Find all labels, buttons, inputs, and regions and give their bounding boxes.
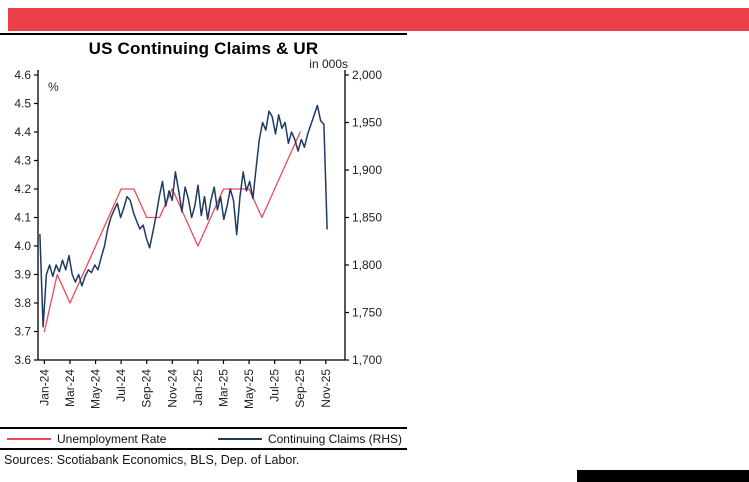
legend-item-unemployment-rate: Unemployment Rate xyxy=(7,432,166,446)
unemployment-rate-line-swatch xyxy=(7,437,51,440)
x-axis-tick-label: Jul-24 xyxy=(114,369,128,402)
right-axis-units-label: in 000s xyxy=(309,57,348,71)
left-axis-tick-label: 4.6 xyxy=(14,68,31,82)
continuing-claims-line xyxy=(39,104,328,328)
legend-label-unemployment-rate: Unemployment Rate xyxy=(57,431,167,446)
continuing-claims-line-swatch xyxy=(217,437,262,440)
x-axis-tick-label: May-24 xyxy=(89,369,103,409)
right-axis-tick-label: 1,700 xyxy=(352,353,382,367)
left-axis-tick-label: 4.1 xyxy=(14,211,31,225)
left-axis-tick-label: 3.6 xyxy=(14,353,31,367)
left-axis-tick-label: 4.3 xyxy=(14,154,31,168)
left-axis-tick-label: 4.0 xyxy=(14,239,31,253)
header-rule xyxy=(0,33,407,35)
right-axis-tick-label: 1,850 xyxy=(352,211,382,225)
line-chart: 4.6 4.5 4.4 4.3 4.2 4.1 4.0 3.9 3.8 3.7 3.6 2,000 1,… xyxy=(14,68,382,409)
x-axis-tick-label: Sep-24 xyxy=(140,369,154,408)
left-axis-tick-label: 4.2 xyxy=(14,182,31,196)
right-axis-tick-label: 1,750 xyxy=(352,306,382,320)
left-axis-tick-label: 3.9 xyxy=(14,268,31,282)
x-axis-tick-label: Mar-25 xyxy=(216,369,230,407)
x-axis-tick-label: Sep-25 xyxy=(293,369,307,408)
source-note: Sources: Scotiabank Economics, BLS, Dep.… xyxy=(4,453,300,467)
x-axis-tick-label: Mar-24 xyxy=(63,369,77,407)
x-axis-tick-label: Jul-25 xyxy=(268,369,282,402)
legend-item-continuing-claims: Continuing Claims (RHS) xyxy=(217,431,402,446)
unemployment-rate-line xyxy=(43,131,301,333)
chart-title: US Continuing Claims & UR xyxy=(88,39,319,58)
x-axis-tick-label: May-25 xyxy=(242,369,256,409)
x-axis-tick-label: Jan-25 xyxy=(191,369,205,406)
bottom-black-bar xyxy=(577,470,749,482)
left-axis-tick-label: 3.7 xyxy=(14,325,31,339)
right-axis-tick-label: 1,900 xyxy=(352,163,382,177)
left-axis-tick-label: 3.8 xyxy=(14,296,31,310)
right-axis-tick-label: 1,950 xyxy=(352,116,382,130)
legend-label-continuing-claims: Continuing Claims (RHS) xyxy=(267,431,402,446)
left-axis-tick-label: 4.4 xyxy=(14,125,31,139)
x-axis-tick-label: Nov-24 xyxy=(165,369,179,408)
left-axis-tick-label: 4.5 xyxy=(14,97,31,111)
right-axis-tick-label: 2,000 xyxy=(352,68,382,82)
chart-legend: Unemployment Rate Continuing Claims (RHS… xyxy=(0,427,407,450)
x-axis-tick-label: Nov-25 xyxy=(319,369,333,408)
scotiabank-red-bar xyxy=(8,8,749,31)
x-axis-tick-label: Jan-24 xyxy=(37,369,51,406)
right-axis-tick-label: 1,800 xyxy=(352,258,382,272)
left-axis-units-label: % xyxy=(48,80,59,94)
